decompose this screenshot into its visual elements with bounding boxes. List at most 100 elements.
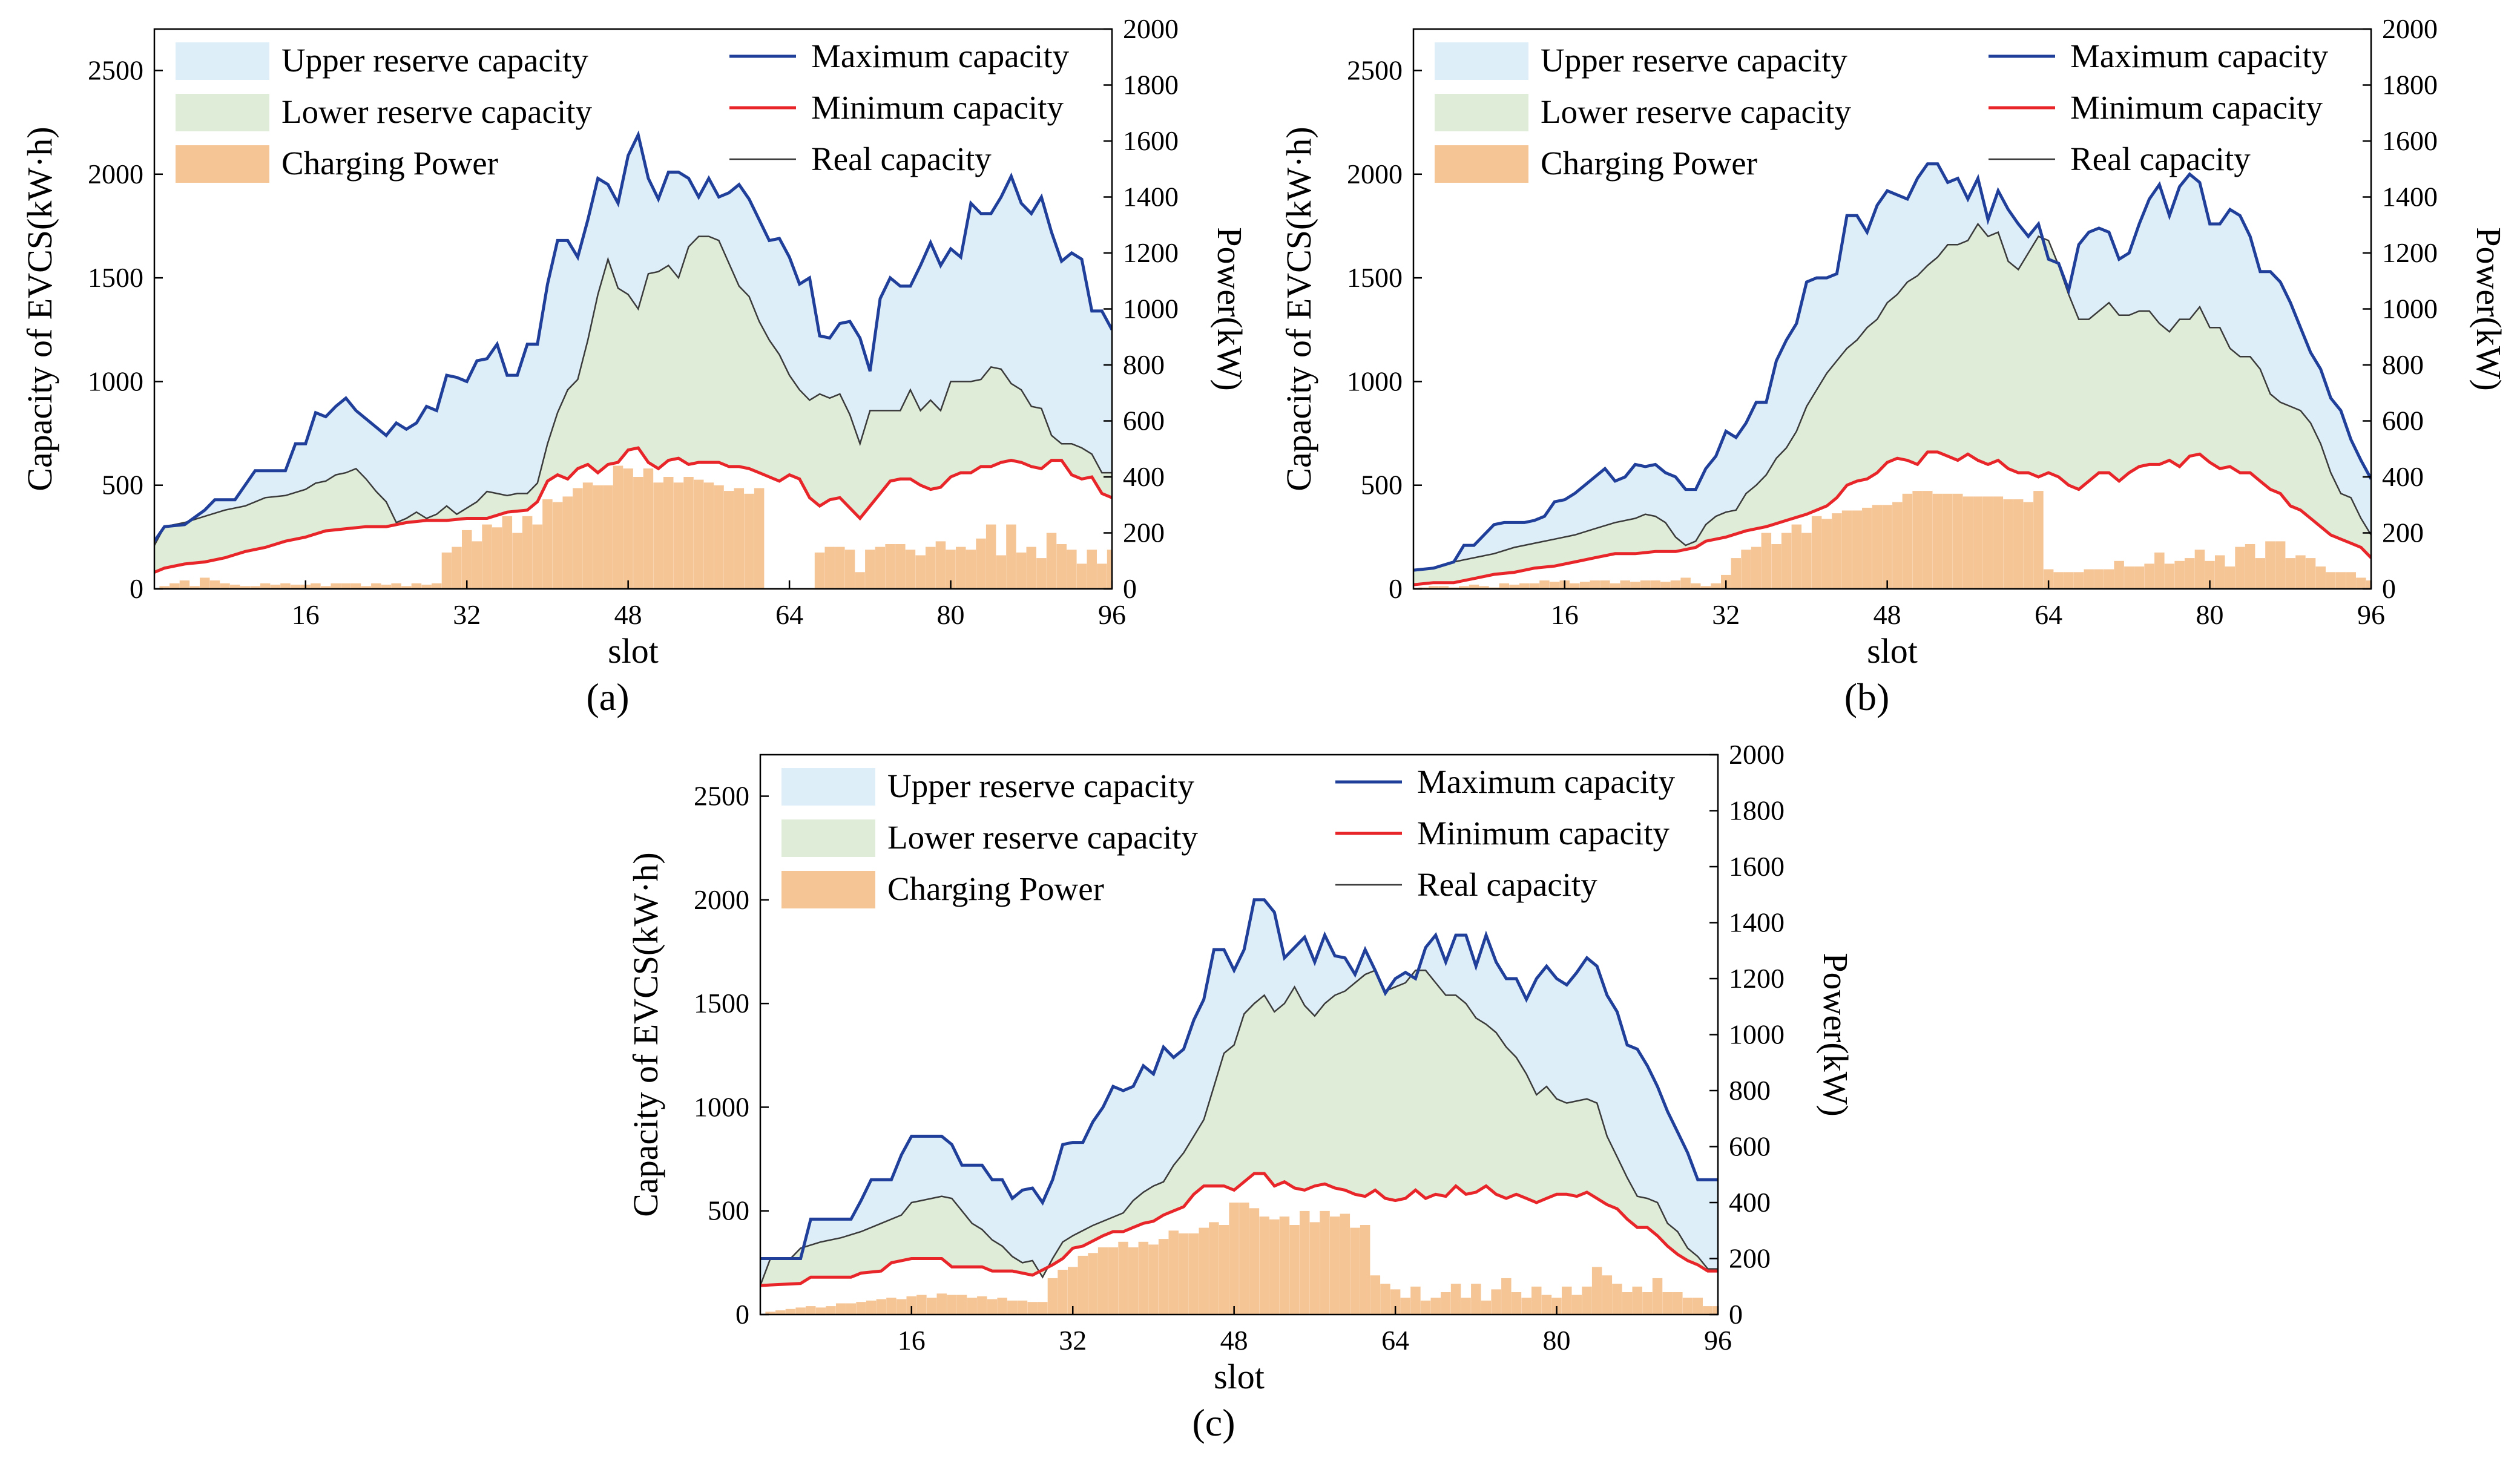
y-tick-label: 2500 bbox=[88, 55, 143, 86]
y-tick-label: 1000 bbox=[1347, 366, 1403, 396]
charging-power-bar bbox=[1620, 580, 1630, 589]
charging-power-bar bbox=[1499, 583, 1510, 589]
charging-power-bar bbox=[532, 524, 543, 589]
legend-maximum-label: Maximum capacity bbox=[1417, 763, 1676, 800]
legend-real-label: Real capacity bbox=[1417, 866, 1597, 903]
y-axis-title: Capacity of EVCS(kW·h) bbox=[1279, 126, 1318, 491]
charging-power-bar bbox=[1682, 1298, 1693, 1315]
y2-tick-label: 0 bbox=[1729, 1299, 1743, 1330]
charging-power-bar bbox=[1469, 585, 1479, 589]
charging-power-bar bbox=[1118, 1241, 1128, 1315]
charging-power-bar bbox=[1491, 1289, 1501, 1315]
y2-tick-label: 600 bbox=[1729, 1131, 1771, 1162]
charging-power-bar bbox=[836, 1303, 846, 1315]
y2-tick-label: 1800 bbox=[1123, 70, 1179, 100]
legend-lower-reserve-swatch bbox=[176, 94, 269, 131]
legend: Upper reserve capacity Lower reserve capa… bbox=[176, 38, 1070, 183]
charging-power-bar bbox=[1912, 491, 1923, 589]
charging-power-bar bbox=[2235, 547, 2245, 589]
charging-power-bar bbox=[653, 482, 663, 589]
y2-axis-title: Power(kW) bbox=[2469, 227, 2508, 391]
charging-power-bar bbox=[1097, 563, 1107, 589]
charging-power-bar bbox=[1058, 1270, 1068, 1315]
charging-power-bar bbox=[876, 1299, 887, 1315]
y2-tick-label: 2000 bbox=[2382, 13, 2438, 44]
charging-power-bar bbox=[1872, 505, 1883, 589]
charging-power-bar bbox=[1036, 558, 1047, 589]
y2-tick-label: 1400 bbox=[1729, 907, 1785, 938]
charging-power-bar bbox=[1188, 1233, 1199, 1315]
y-axis-title: Capacity of EVCS(kW·h) bbox=[20, 126, 59, 491]
charging-power-bar bbox=[886, 1298, 896, 1315]
charging-power-bar bbox=[290, 585, 301, 589]
charging-power-bar bbox=[1531, 1286, 1542, 1315]
chart-panel-b: 0 500 1000 1500 2000 2500 0 200 400 600 800 1000 120… bbox=[1279, 13, 2508, 718]
charging-power-bar bbox=[956, 547, 966, 589]
real-capacity-line bbox=[1413, 222, 2371, 571]
y2-tick-label: 200 bbox=[2382, 517, 2424, 548]
charging-power-bar bbox=[1579, 582, 1590, 589]
charging-power-bar bbox=[350, 583, 361, 589]
charging-power-bar bbox=[1097, 1247, 1108, 1315]
charging-power-bar bbox=[452, 547, 462, 589]
charging-power-bar bbox=[1642, 1292, 1653, 1315]
charging-power-bar bbox=[926, 547, 936, 589]
charging-power-bar bbox=[844, 550, 855, 589]
legend-upper-reserve-swatch bbox=[781, 768, 875, 806]
charging-power-bar bbox=[1630, 582, 1640, 589]
charging-power-bar bbox=[1632, 1286, 1642, 1315]
legend-real-label: Real capacity bbox=[2070, 140, 2251, 177]
charging-power-bar bbox=[734, 488, 745, 589]
charging-power-bar bbox=[1087, 550, 1097, 589]
y-tick-label: 0 bbox=[1389, 573, 1403, 604]
y2-tick-label: 0 bbox=[2382, 573, 2396, 604]
charging-power-bar bbox=[2154, 552, 2165, 589]
y2-axis-title: Power(kW) bbox=[1210, 227, 1249, 391]
real-capacity-line bbox=[760, 969, 1718, 1286]
legend-real-label: Real capacity bbox=[811, 140, 992, 177]
plot-area bbox=[1413, 162, 2371, 589]
charging-power-bar bbox=[1450, 1284, 1461, 1315]
charging-power-bar bbox=[371, 583, 381, 589]
legend-lower-reserve-swatch bbox=[781, 819, 875, 857]
charging-power-bar bbox=[1441, 1292, 1451, 1315]
lower-reserve-area bbox=[760, 970, 1718, 1285]
charging-power-bar bbox=[1983, 496, 1993, 589]
charging-power-bar bbox=[1471, 1284, 1481, 1315]
chart-panel-c: 0 500 1000 1500 2000 2500 0 200 400 600 800 1000 120… bbox=[626, 739, 1855, 1444]
panel-label: (c) bbox=[1192, 1401, 1235, 1444]
x-tick-label: 48 bbox=[1220, 1325, 1248, 1356]
plot-area bbox=[154, 130, 1112, 589]
y-tick-label: 1000 bbox=[88, 366, 143, 396]
chart-panel-a: 0 500 1000 1500 2000 2500 0 200 400 600 800 1000 120… bbox=[20, 13, 1249, 718]
charging-power-bar bbox=[2295, 555, 2306, 589]
x-tick-label: 16 bbox=[898, 1325, 926, 1356]
charging-power-bar bbox=[613, 465, 623, 589]
plot-area bbox=[760, 898, 1718, 1315]
charging-power-bar bbox=[2164, 563, 2175, 589]
charging-power-bar bbox=[905, 550, 916, 589]
charging-power-bar bbox=[1852, 510, 1862, 589]
charging-power-bar bbox=[1832, 513, 1842, 589]
charging-power-bar bbox=[2265, 541, 2275, 589]
charging-power-bar bbox=[714, 485, 724, 589]
x-tick-label: 80 bbox=[937, 599, 965, 630]
x-tick-label: 32 bbox=[1059, 1325, 1087, 1356]
y2-tick-label: 600 bbox=[2382, 405, 2424, 436]
x-tick-label: 64 bbox=[775, 599, 803, 630]
y2-tick-label: 400 bbox=[1729, 1187, 1771, 1218]
charging-power-bar bbox=[432, 583, 442, 589]
charging-power-bar bbox=[230, 585, 240, 589]
charging-power-bar bbox=[683, 477, 694, 589]
charging-power-bar bbox=[2194, 550, 2205, 589]
charging-power-bar bbox=[381, 585, 392, 589]
charging-power-bar bbox=[1801, 533, 1812, 589]
charging-power-bar bbox=[573, 488, 583, 589]
charging-power-bar bbox=[1400, 1298, 1410, 1315]
charging-power-bar bbox=[1640, 580, 1651, 589]
upper-reserve-area bbox=[1413, 163, 2371, 571]
charging-power-bar bbox=[1993, 496, 2004, 589]
y2-tick-label: 800 bbox=[2382, 349, 2424, 380]
y2-tick-label: 1000 bbox=[1123, 294, 1179, 324]
